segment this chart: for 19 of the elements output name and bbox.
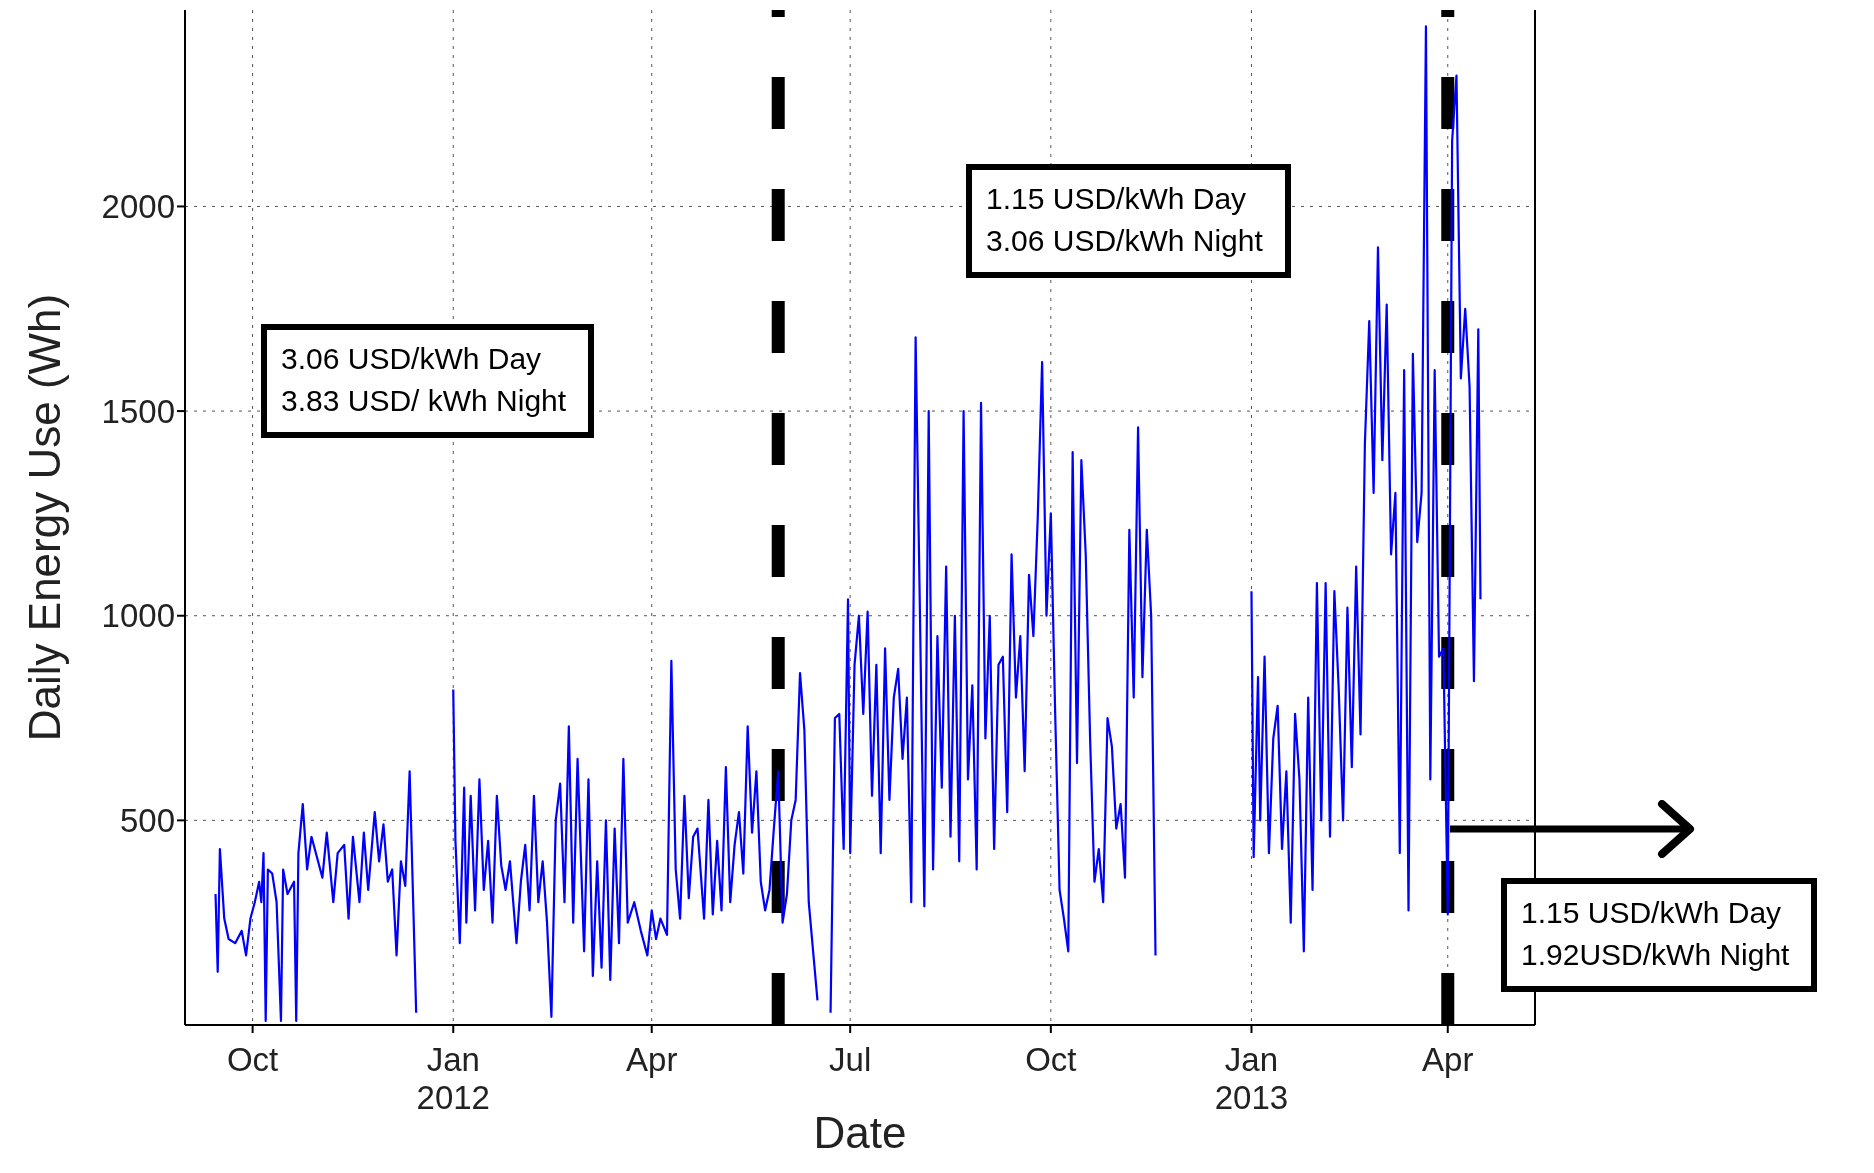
x-tick-label: Apr [1422,1041,1474,1078]
y-tick-label: 1000 [101,597,175,635]
annotation: 3.06 USD/kWh Night [986,223,1263,259]
x-tick-label: Oct [1025,1041,1077,1078]
x-tick-label: Jul [829,1041,872,1078]
y-tick-label: 500 [119,802,175,840]
x-tick-label: Jan 2013 [1214,1041,1289,1116]
annotation: 1.15 USD/kWh Day [1521,895,1783,931]
y-axis-title: Daily Energy Use (Wh) [19,293,69,742]
x-tick-label: Apr [626,1041,678,1078]
y-tick-label: 1500 [101,392,175,430]
annotation: 1.92USD/kWh Night [1521,937,1790,973]
annotation: 3.06 USD/kWh Day [281,341,543,377]
x-tick-label: Oct [226,1041,279,1078]
annotation: 3.83 USD/ kWh Night [281,383,567,419]
x-axis-title: Date [813,1108,907,1157]
annotation: 1.15 USD/kWh Day [986,181,1248,217]
x-tick-label: Jan 2012 [416,1041,490,1116]
y-tick-label: 2000 [101,188,175,226]
